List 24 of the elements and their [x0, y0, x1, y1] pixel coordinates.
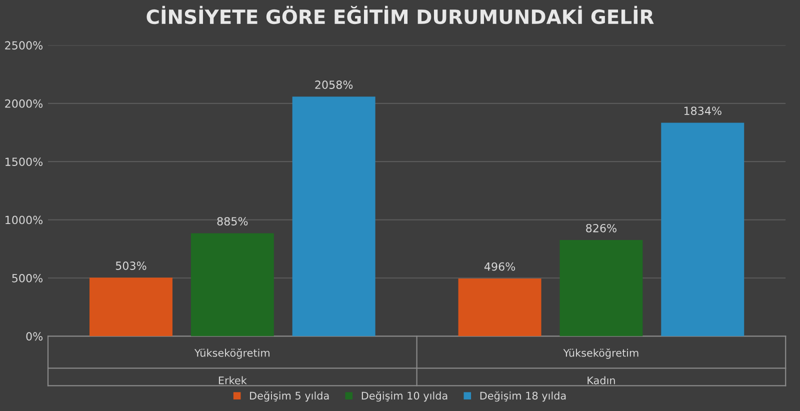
bar: [661, 122, 744, 336]
y-tick-label: 0%: [26, 332, 43, 341]
y-tick-label: 500%: [12, 274, 43, 282]
bar: [292, 96, 376, 336]
legend-label: Değişim 10 yılda: [362, 391, 448, 402]
data-label: 885%: [217, 217, 248, 226]
data-label: 503%: [116, 262, 146, 270]
chart-title: CİNSİYETE GÖRE EĞİTİM DURUMUNDAKİ GELİR: [146, 6, 654, 24]
data-label: 826%: [586, 224, 616, 232]
y-tick-label: 2000%: [5, 99, 43, 108]
y-tick-label: 1500%: [6, 158, 43, 166]
category-label: Yükseköğretim Erkek: [194, 348, 270, 384]
bar: [190, 233, 274, 336]
legend-label: Değişim 18 yılda: [480, 391, 566, 402]
bar: [458, 278, 542, 336]
legend-label: Değişim 5 yılda: [250, 391, 329, 402]
y-tick-label: 2500%: [5, 41, 43, 50]
y-tick-label: 1000%: [6, 216, 43, 224]
category-label: Yükseköğretim Kadın: [563, 348, 638, 384]
bar: [89, 278, 172, 336]
data-label: 2058%: [315, 80, 353, 89]
bar: [560, 240, 643, 336]
data-label: 1834%: [684, 106, 722, 116]
data-label: 496%: [484, 262, 516, 271]
